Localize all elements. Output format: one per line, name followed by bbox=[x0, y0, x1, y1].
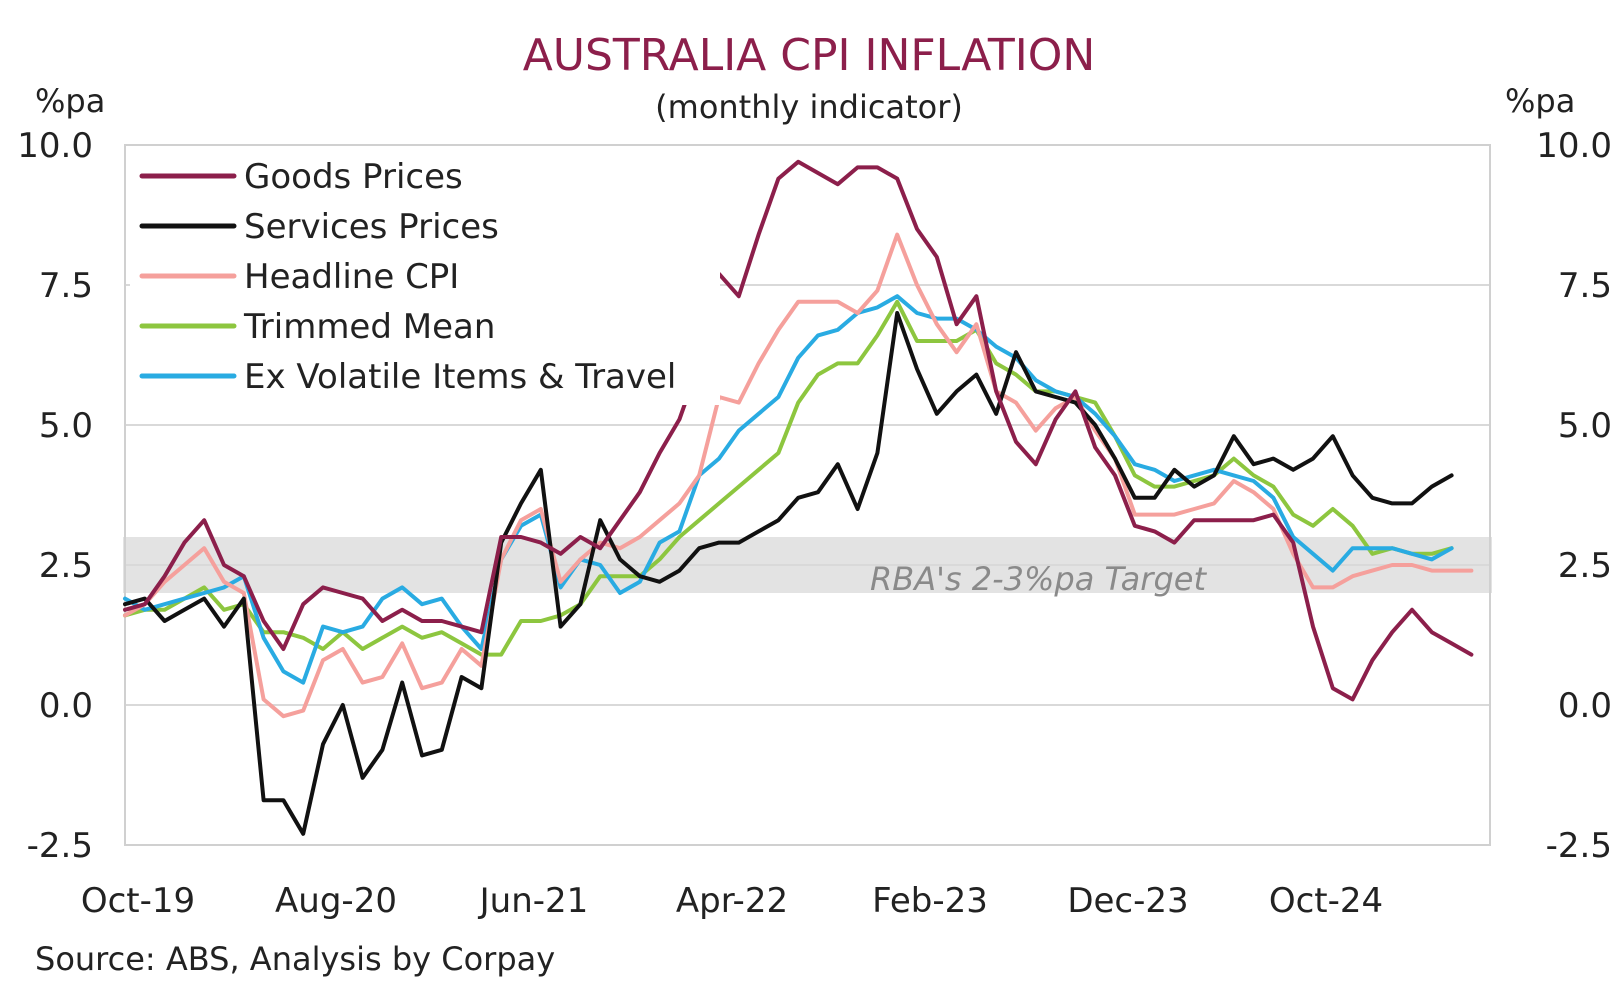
series-lines bbox=[123, 159, 1474, 836]
source-note: Source: ABS, Analysis by Corpay bbox=[35, 940, 555, 978]
y-tick-label-left: 7.5 bbox=[39, 266, 93, 306]
legend-label: Goods Prices bbox=[244, 157, 463, 197]
x-tick-label: Oct-19 bbox=[81, 881, 195, 921]
series-line-ex-volatile-items-travel bbox=[123, 294, 1454, 685]
x-tick-label: Aug-20 bbox=[275, 881, 397, 921]
legend-label: Headline CPI bbox=[244, 257, 459, 297]
x-tick-label: Apr-22 bbox=[676, 881, 788, 921]
series-line-services-prices bbox=[123, 311, 1454, 836]
series-line-headline-cpi bbox=[123, 232, 1474, 719]
y-tick-label-left: -2.5 bbox=[27, 826, 93, 866]
y-tick-label-right: 10.0 bbox=[1536, 126, 1612, 166]
chart-title: AUSTRALIA CPI INFLATION bbox=[523, 30, 1096, 81]
legend-label: Services Prices bbox=[244, 207, 499, 247]
right-y-axis: 10.0 7.5 5.0 2.5 0.0 -2.5 bbox=[1536, 126, 1612, 866]
y-tick-label-right: 7.5 bbox=[1558, 266, 1612, 306]
x-tick-label: Oct-24 bbox=[1269, 881, 1383, 921]
y-tick-label-right: 2.5 bbox=[1558, 546, 1612, 586]
y-tick-label-right: 5.0 bbox=[1558, 406, 1612, 446]
x-tick-label: Dec-23 bbox=[1067, 881, 1188, 921]
legend-label: Trimmed Mean bbox=[243, 307, 495, 347]
y-tick-label-right: -2.5 bbox=[1546, 826, 1612, 866]
target-band-label: RBA's 2-3%pa Target bbox=[870, 560, 1207, 598]
series-line-goods-prices bbox=[123, 159, 1474, 702]
left-axis-unit: %pa bbox=[35, 82, 105, 120]
right-axis-unit: %pa bbox=[1505, 82, 1575, 120]
x-tick-label: Feb-23 bbox=[872, 881, 988, 921]
legend-label: Ex Volatile Items & Travel bbox=[244, 357, 676, 397]
y-tick-label-left: 0.0 bbox=[39, 686, 93, 726]
y-tick-label-left: 5.0 bbox=[39, 406, 93, 446]
plot-frame bbox=[124, 144, 1491, 846]
x-axis: Oct-19 Aug-20 Jun-21 Apr-22 Feb-23 Dec-23 Oct-… bbox=[81, 881, 1383, 921]
legend: Goods Prices Services Prices Headline CPI T… bbox=[130, 150, 720, 405]
left-y-axis: 10.0 7.5 5.0 2.5 0.0 -2.5 bbox=[17, 126, 93, 866]
y-tick-label-right: 0.0 bbox=[1558, 686, 1612, 726]
y-tick-label-left: 2.5 bbox=[39, 546, 93, 586]
chart-subtitle: (monthly indicator) bbox=[655, 88, 963, 126]
x-tick-label: Jun-21 bbox=[478, 881, 589, 921]
y-tick-label-left: 10.0 bbox=[17, 126, 93, 166]
series-line-trimmed-mean bbox=[123, 299, 1454, 657]
